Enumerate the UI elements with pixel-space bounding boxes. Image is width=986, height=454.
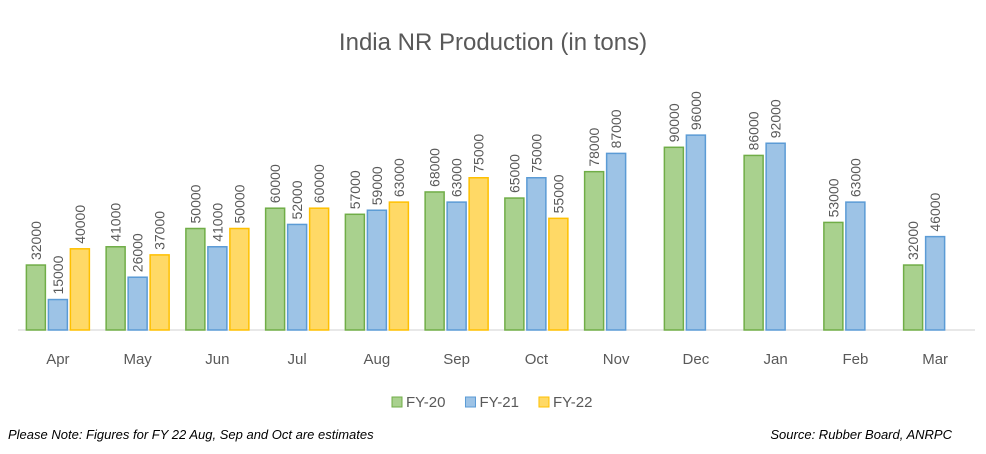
data-label: 15000 [50, 255, 66, 294]
bar [468, 177, 489, 331]
bar [845, 201, 866, 331]
bar [149, 254, 170, 331]
data-label: 52000 [289, 180, 305, 219]
bar [743, 154, 764, 331]
legend-swatch [538, 396, 550, 408]
bar [663, 146, 685, 331]
data-label: 50000 [231, 184, 247, 223]
bar [286, 223, 308, 331]
bar [105, 246, 126, 331]
legend-label: FY-22 [553, 394, 592, 411]
data-label: 40000 [72, 205, 88, 244]
data-label: 41000 [209, 203, 225, 242]
source: Source: Rubber Board, ANRPC [770, 427, 952, 442]
data-label: 65000 [506, 154, 522, 193]
bar [207, 246, 228, 331]
data-label: 59000 [369, 166, 385, 205]
bar [605, 152, 627, 331]
bar [446, 201, 467, 331]
bar [344, 213, 366, 331]
bar [264, 207, 286, 331]
note: Please Note: Figures for FY 22 Aug, Sep … [8, 427, 374, 442]
bar [308, 207, 330, 331]
data-label: 55000 [550, 174, 566, 213]
data-label: 96000 [688, 91, 704, 130]
data-label: 37000 [152, 211, 168, 250]
bar [548, 217, 569, 331]
data-label: 63000 [391, 158, 407, 197]
x-tick-label: Jul [288, 351, 307, 368]
data-label: 87000 [608, 109, 624, 148]
x-tick-label: May [123, 351, 152, 368]
bar [765, 142, 786, 331]
data-label: 75000 [528, 134, 544, 173]
bar [229, 227, 250, 331]
bar [902, 264, 924, 331]
data-label: 50000 [187, 184, 203, 223]
x-tick-label: Feb [842, 351, 868, 368]
x-tick-label: Mar [922, 351, 948, 368]
data-label: 53000 [825, 178, 841, 217]
bar [388, 201, 410, 331]
x-tick-label: Sep [443, 351, 470, 368]
legend-label: FY-21 [479, 394, 518, 411]
bar [69, 248, 91, 331]
chart-title: India NR Production (in tons) [339, 29, 647, 56]
bar [583, 170, 605, 331]
bar [47, 298, 69, 331]
data-label: 86000 [746, 111, 762, 150]
x-tick-label: Apr [46, 351, 69, 368]
data-label: 46000 [927, 192, 943, 231]
data-label: 57000 [347, 170, 363, 209]
x-tick-label: Jun [205, 351, 229, 368]
data-label: 63000 [449, 158, 465, 197]
bar [366, 209, 388, 331]
x-tick-label: Dec [683, 351, 710, 368]
data-label: 41000 [108, 203, 124, 242]
bar [685, 134, 707, 331]
legend-label: FY-20 [406, 394, 445, 411]
bar [127, 276, 148, 331]
x-tick-label: Jan [764, 351, 788, 368]
data-label: 32000 [905, 221, 921, 260]
legend-swatch [464, 396, 476, 408]
data-label: 60000 [311, 164, 327, 203]
x-tick-label: Aug [364, 351, 391, 368]
legend-swatch [391, 396, 403, 408]
bar [25, 264, 47, 331]
data-label: 26000 [130, 233, 146, 272]
x-tick-label: Nov [603, 351, 630, 368]
bar [424, 191, 445, 331]
x-tick-label: Oct [525, 351, 549, 368]
data-label: 60000 [267, 164, 283, 203]
bar [185, 227, 206, 331]
data-label: 68000 [427, 148, 443, 187]
bar [504, 197, 525, 331]
data-label: 78000 [586, 128, 602, 167]
data-label: 63000 [847, 158, 863, 197]
data-label: 92000 [768, 99, 784, 138]
bar [823, 221, 844, 331]
bar [924, 235, 946, 331]
bar [526, 177, 547, 331]
data-label: 32000 [28, 221, 44, 260]
data-label: 90000 [666, 103, 682, 142]
data-label: 75000 [471, 134, 487, 173]
